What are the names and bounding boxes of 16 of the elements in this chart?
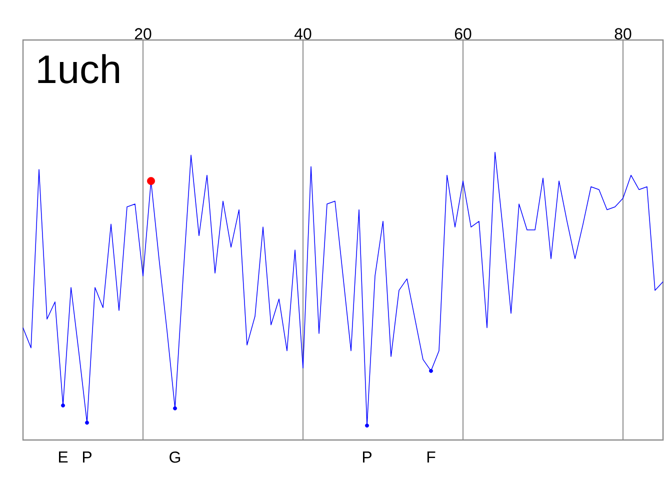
point xyxy=(429,368,434,373)
x-tick-label: 20 xyxy=(134,28,152,40)
x-tick-label: 40 xyxy=(294,28,312,40)
x-tick-label: 60 xyxy=(454,28,472,40)
text: E xyxy=(59,452,68,462)
point xyxy=(147,176,156,185)
x-tick-label: 80 xyxy=(614,28,632,40)
point xyxy=(85,420,90,425)
text: G xyxy=(170,452,180,463)
text: P xyxy=(83,452,92,462)
text: F xyxy=(427,452,436,462)
point xyxy=(173,406,178,410)
chart-title: 1uch xyxy=(38,54,120,84)
point xyxy=(61,403,66,408)
text: P xyxy=(363,452,372,462)
point xyxy=(365,424,370,428)
